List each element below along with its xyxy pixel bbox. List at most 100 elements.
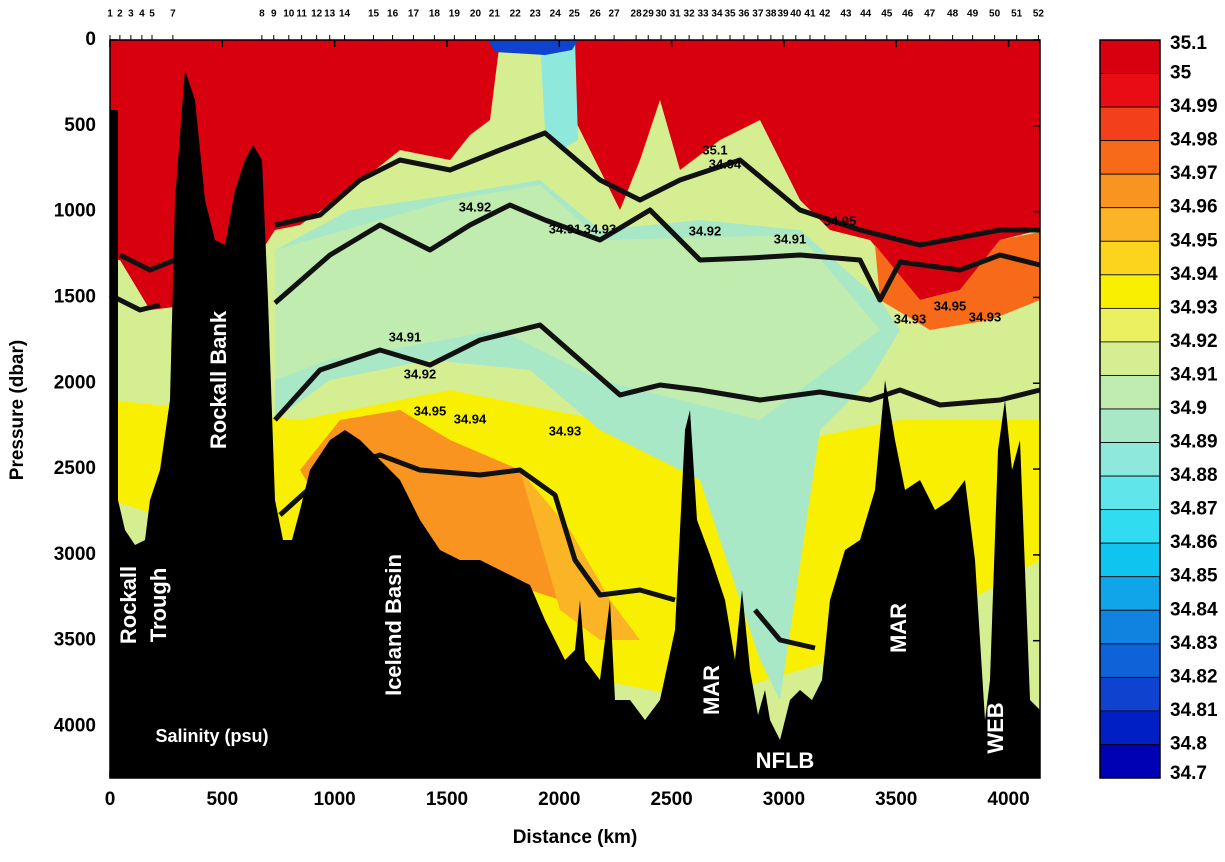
colorbar-label: 34.89 bbox=[1170, 432, 1218, 453]
contour-label: 35.1 bbox=[702, 142, 727, 157]
colorbar-label: 34.82 bbox=[1170, 666, 1218, 687]
station-label: 23 bbox=[530, 9, 542, 20]
contour-line bbox=[108, 292, 161, 313]
colorbar-label: 34.96 bbox=[1170, 197, 1218, 218]
contour-label: 34.93 bbox=[549, 423, 582, 438]
station-label: 4 bbox=[139, 9, 145, 20]
station-label: 34 bbox=[711, 9, 723, 20]
x-tick-label: 500 bbox=[206, 789, 238, 810]
station-label: 52 bbox=[1033, 9, 1045, 20]
station-label: 3 bbox=[128, 9, 134, 20]
colorbar-band bbox=[1099, 710, 1161, 745]
station-label: 24 bbox=[550, 9, 562, 20]
station-label: 37 bbox=[752, 9, 764, 20]
annotation: WEB bbox=[983, 702, 1008, 753]
colorbar-band bbox=[1099, 375, 1161, 410]
colorbar-label: 34.92 bbox=[1170, 331, 1218, 352]
x-tick-label: 2000 bbox=[538, 789, 580, 810]
colorbar-band bbox=[1099, 207, 1161, 242]
y-tick-label: 1500 bbox=[54, 286, 96, 307]
station-label: 27 bbox=[609, 9, 621, 20]
colorbar-label: 34.88 bbox=[1170, 465, 1218, 486]
station-label: 8 bbox=[259, 9, 265, 20]
station-label: 51 bbox=[1011, 9, 1023, 20]
station-label: 31 bbox=[670, 9, 682, 20]
colorbar-band bbox=[1099, 39, 1161, 74]
contour-label: 34.93 bbox=[894, 311, 927, 326]
station-label: 17 bbox=[408, 9, 420, 20]
station-label: 2 bbox=[117, 9, 123, 20]
colorbar-label: 34.98 bbox=[1170, 130, 1218, 151]
contour-label: 34.91 bbox=[774, 231, 807, 246]
station-label: 50 bbox=[989, 9, 1001, 20]
x-tick-label: 4000 bbox=[987, 789, 1029, 810]
station-label: 11 bbox=[296, 9, 307, 20]
colorbar-label: 34.81 bbox=[1170, 700, 1218, 721]
colorbar-label: 34.83 bbox=[1170, 633, 1218, 654]
station-label: 36 bbox=[738, 9, 750, 20]
x-axis-label: Distance (km) bbox=[513, 827, 638, 848]
station-label: 13 bbox=[324, 9, 336, 20]
colorbar-band bbox=[1099, 140, 1161, 175]
colorbar-label: 34.84 bbox=[1170, 599, 1218, 620]
station-label: 40 bbox=[790, 9, 802, 20]
y-tick-label: 0 bbox=[85, 29, 96, 50]
station-label: 25 bbox=[569, 9, 581, 20]
annotation: Rockall Bank bbox=[206, 310, 231, 449]
contour-label: 34.95 bbox=[414, 403, 447, 418]
colorbar-band bbox=[1099, 173, 1161, 209]
x-tick-label: 2500 bbox=[650, 789, 692, 810]
station-label: 42 bbox=[819, 9, 831, 20]
contour-label: 34.92 bbox=[689, 223, 722, 238]
contour-label: 34.93 bbox=[969, 309, 1002, 324]
contour-label: 34.95 bbox=[934, 298, 967, 313]
station-label: 45 bbox=[881, 9, 893, 20]
y-tick-label: 500 bbox=[64, 115, 96, 136]
station-label: 46 bbox=[902, 9, 914, 20]
colorbar-band bbox=[1099, 744, 1161, 779]
station-label: 49 bbox=[967, 9, 979, 20]
station-label: 47 bbox=[924, 9, 936, 20]
colorbar-label: 35 bbox=[1170, 63, 1192, 84]
y-tick-label: 3500 bbox=[54, 630, 96, 651]
y-tick-label: 3000 bbox=[54, 544, 96, 565]
x-tick-label: 1000 bbox=[313, 789, 355, 810]
station-label: 9 bbox=[271, 9, 277, 20]
y-tick-label: 2000 bbox=[54, 372, 96, 393]
y-axis-label: Pressure (dbar) bbox=[7, 340, 28, 480]
station-label: 21 bbox=[489, 9, 501, 20]
station-label: 15 bbox=[368, 9, 380, 20]
colorbar-label: 34.95 bbox=[1170, 230, 1218, 251]
colorbar-band bbox=[1099, 73, 1161, 108]
station-label: 30 bbox=[655, 9, 667, 20]
contour-line bbox=[273, 202, 1041, 305]
station-label: 19 bbox=[449, 9, 461, 20]
colorbar-frame bbox=[1099, 39, 1161, 779]
contour-label: 34.94 bbox=[454, 411, 487, 426]
colorbar-label: 34.99 bbox=[1170, 96, 1218, 117]
colorbar-band bbox=[1099, 509, 1161, 544]
colorbar-band bbox=[1099, 542, 1161, 578]
colorbar-label: 34.93 bbox=[1170, 297, 1218, 318]
colorbar-band bbox=[1099, 475, 1161, 511]
contour-line bbox=[753, 608, 816, 651]
contour-line bbox=[118, 252, 181, 273]
annotation: Iceland Basin bbox=[381, 554, 406, 696]
station-label: 33 bbox=[697, 9, 709, 20]
station-label: 28 bbox=[631, 9, 643, 20]
annotation: Salinity (psu) bbox=[155, 726, 268, 746]
colorbar-band bbox=[1099, 643, 1161, 678]
field-fresh bbox=[488, 40, 578, 55]
colorbar-label: 34.8 bbox=[1170, 733, 1207, 754]
colorbar-band bbox=[1099, 240, 1161, 276]
station-label: 14 bbox=[339, 9, 351, 20]
colorbar-label: 34.86 bbox=[1170, 532, 1218, 553]
station-label: 44 bbox=[860, 9, 872, 20]
colorbar-label: 34.87 bbox=[1170, 499, 1218, 520]
station-label: 22 bbox=[510, 9, 522, 20]
station-label: 5 bbox=[149, 9, 155, 20]
colorbar-band bbox=[1099, 609, 1161, 645]
colorbar-label: 34.85 bbox=[1170, 566, 1218, 587]
x-tick-label: 3500 bbox=[875, 789, 917, 810]
